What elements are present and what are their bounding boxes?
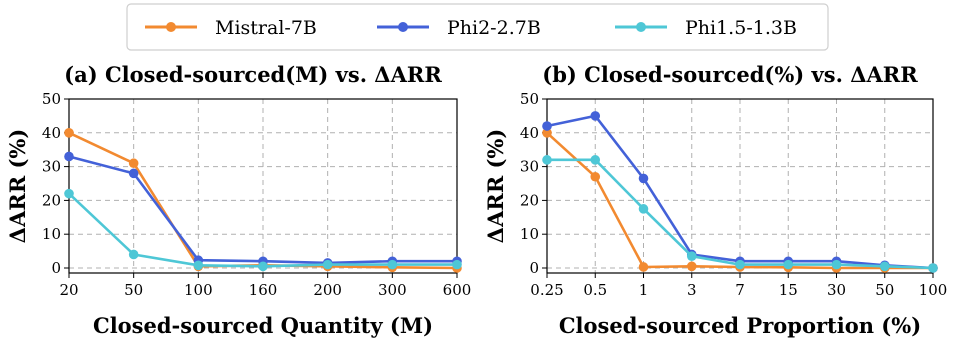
y-tick-label: 30 [520,158,539,176]
x-tick-label: 1 [639,281,649,299]
panel-a: 0 10 20 30 40 50 20 50 100 160 200 300 600 (a) Closed… [5,62,471,338]
point-mistral-7b [542,128,552,138]
point-phi1-5-1-3b [928,263,938,273]
point-phi1-5-1-3b [128,249,139,260]
point-mistral-7b [686,261,697,272]
x-tick-label: 0.25 [530,281,563,299]
y-tick-label: 20 [42,191,61,209]
point-mistral-7b [590,171,601,182]
legend-marker-mistral-7b [166,22,176,32]
y-tick-label: 50 [520,90,539,108]
x-axis-title: Closed-sourced Proportion (%) [559,313,921,338]
panel-b: 0 10 20 30 40 50 0.25 0.5 1 3 7 15 30 50 100 (b) Closed… [483,62,947,338]
point-phi1-5-1-3b [735,259,745,270]
y-axis-title: ΔARR (%) [483,129,508,244]
point-phi1-5-1-3b [64,188,74,199]
legend-label-phi1-5-1-3b: Phi1.5-1.3B [685,17,797,39]
panel-title: (b) Closed-sourced(%) vs. ΔARR [542,62,918,87]
point-phi1-5-1-3b [387,259,398,270]
legend-frame [126,3,829,51]
y-tick-label: 10 [520,225,539,243]
y-tick-label: 0 [51,259,61,277]
panel-title: (a) Closed-sourced(M) vs. ΔARR [64,62,442,87]
x-tick-label: 0.5 [583,281,607,299]
legend-marker-phi2-2-7b [398,22,408,32]
y-tick-label: 50 [42,90,61,108]
series-line-phi1-5-1-3b [547,158,934,270]
point-phi1-5-1-3b [638,204,649,214]
x-axis-title: Closed-sourced Quantity (M) [93,313,433,338]
point-phi1-5-1-3b [193,260,204,271]
point-phi2-2-7b [128,168,139,179]
y-axis-title: ΔARR (%) [5,129,30,244]
point-phi2-2-7b [590,111,601,121]
point-phi1-5-1-3b [322,259,333,270]
y-tick-label: 40 [42,124,61,142]
y-tick-label: 30 [42,158,61,176]
point-mistral-7b [638,262,649,272]
y-tick-label: 10 [42,225,61,243]
y-tick-label: 0 [529,259,539,277]
legend: Mistral-7B Phi2-2.7B Phi1.5-1.3B [126,3,829,51]
x-tick-label: 300 [378,281,407,299]
point-phi1-5-1-3b [590,155,601,165]
x-tick-label: 100 [184,281,213,299]
x-tick-label: 15 [779,281,798,299]
point-phi1-5-1-3b [258,261,268,272]
x-tick-label: 50 [124,281,143,299]
point-mistral-7b [128,158,139,169]
x-tick-label: 100 [919,281,948,299]
point-phi1-5-1-3b [783,259,794,270]
point-phi1-5-1-3b [452,259,462,270]
x-tick-label: 30 [827,281,846,299]
y-tick-label: 20 [520,191,539,209]
legend-label-phi2-2-7b: Phi2-2.7B [447,17,541,39]
point-phi2-2-7b [542,121,552,131]
x-tick-label: 3 [687,281,697,299]
point-phi1-5-1-3b [831,259,842,270]
y-tick-label: 40 [520,124,539,142]
point-phi1-5-1-3b [542,155,552,165]
point-phi2-2-7b [64,151,74,162]
legend-label-mistral-7b: Mistral-7B [215,17,317,39]
x-tick-label: 600 [443,281,472,299]
x-tick-label: 7 [735,281,745,299]
x-tick-label: 20 [59,281,78,299]
point-mistral-7b [64,128,74,138]
x-tick-label: 160 [249,281,278,299]
point-phi2-2-7b [638,173,649,184]
x-tick-label: 50 [875,281,894,299]
x-tick-label: 200 [313,281,342,299]
point-phi1-5-1-3b [686,251,697,261]
point-phi1-5-1-3b [879,261,890,272]
legend-marker-phi1-5-1-3b [636,22,646,32]
